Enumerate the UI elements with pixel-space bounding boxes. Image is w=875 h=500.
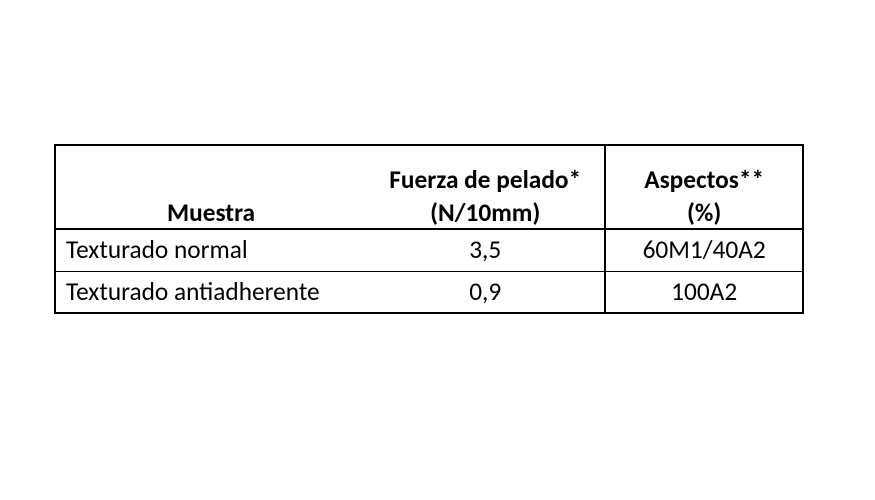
cell-fuerza: 3,5 (366, 229, 605, 271)
table-row: Texturado antiadherente 0,9 100A2 (55, 271, 803, 313)
header-aspectos-line1: Aspectos** (616, 165, 792, 195)
cell-aspectos: 100A2 (605, 271, 803, 313)
page-canvas: Muestra Fuerza de pelado* (N/10mm) Aspec… (0, 0, 875, 500)
header-fuerza-line2: (N/10mm) (376, 198, 594, 228)
header-row: Muestra Fuerza de pelado* (N/10mm) Aspec… (55, 145, 803, 229)
cell-fuerza: 0,9 (366, 271, 605, 313)
header-muestra: Muestra (55, 145, 366, 229)
header-muestra-line2: Muestra (66, 198, 356, 228)
cell-muestra: Texturado normal (55, 229, 366, 271)
header-aspectos: Aspectos** (%) (605, 145, 803, 229)
header-fuerza-line1: Fuerza de pelado* (376, 165, 594, 195)
data-table: Muestra Fuerza de pelado* (N/10mm) Aspec… (54, 144, 804, 314)
header-fuerza: Fuerza de pelado* (N/10mm) (366, 145, 605, 229)
cell-aspectos: 60M1/40A2 (605, 229, 803, 271)
table-row: Texturado normal 3,5 60M1/40A2 (55, 229, 803, 271)
header-aspectos-line2: (%) (616, 198, 792, 228)
cell-muestra: Texturado antiadherente (55, 271, 366, 313)
